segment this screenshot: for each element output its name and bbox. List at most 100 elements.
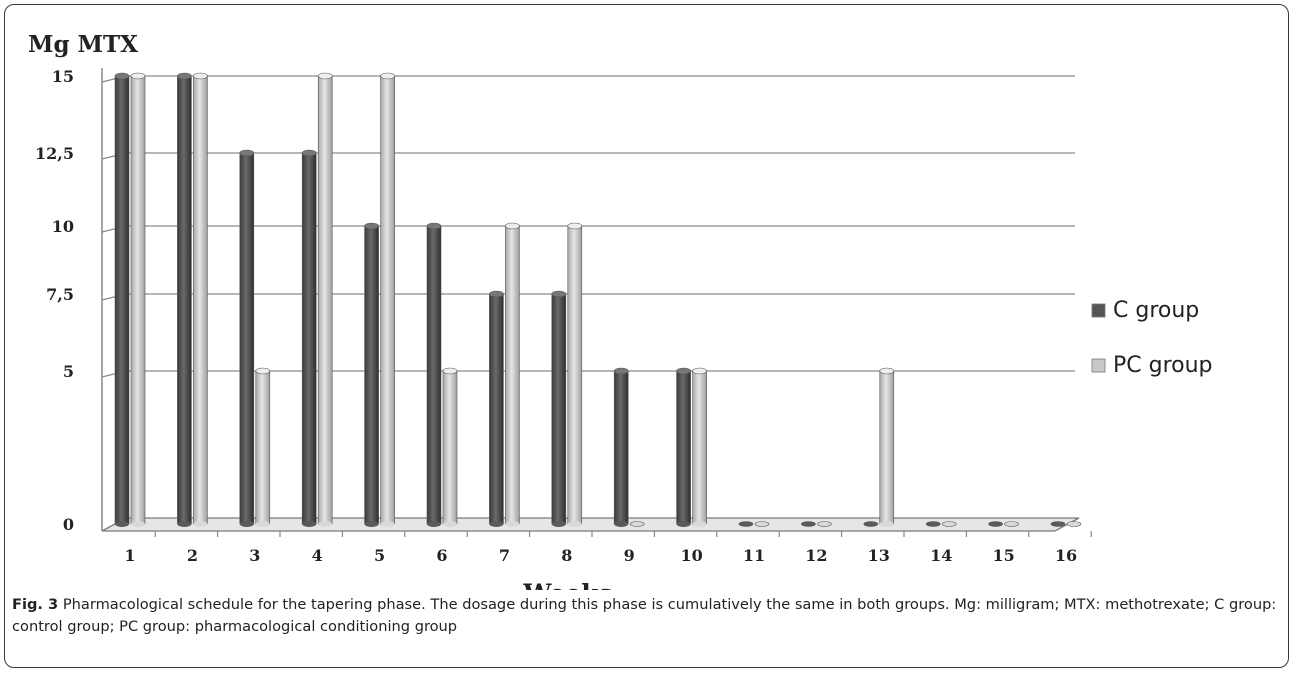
bar-pc-group bbox=[193, 75, 208, 525]
figure-frame bbox=[4, 4, 1289, 668]
x-tick-label: 9 bbox=[624, 546, 635, 565]
x-tick-label: 4 bbox=[312, 546, 323, 565]
bar-cap bbox=[301, 149, 317, 157]
bar-base bbox=[302, 521, 317, 527]
bar-c-group bbox=[239, 152, 255, 525]
x-tick-label: 15 bbox=[992, 546, 1014, 565]
bar-c-group bbox=[301, 152, 317, 525]
x-tick bbox=[442, 531, 473, 538]
bar-cap bbox=[567, 222, 583, 230]
bar-base bbox=[505, 521, 520, 527]
bar-cap bbox=[239, 149, 255, 157]
x-tick-label: 5 bbox=[374, 546, 385, 565]
y-tick-label: 12,5 bbox=[35, 144, 74, 163]
bar-pc-group bbox=[879, 370, 895, 525]
bar-zero-pc-group bbox=[629, 521, 645, 527]
bar-c-group bbox=[551, 293, 567, 525]
bar-cap bbox=[692, 367, 707, 375]
x-tick bbox=[255, 531, 286, 538]
bar-pc-group bbox=[567, 225, 583, 525]
bar-cap bbox=[613, 367, 629, 375]
y-tick-label: 7,5 bbox=[46, 285, 74, 304]
x-tick bbox=[380, 531, 411, 538]
bar-zero-c-group bbox=[801, 521, 816, 527]
bar-cap bbox=[879, 367, 895, 375]
x-tick-label: 14 bbox=[930, 546, 952, 565]
legend-label: C group bbox=[1113, 298, 1199, 323]
x-tick bbox=[1004, 531, 1035, 538]
x-tick-label: 1 bbox=[124, 546, 135, 565]
x-tick-label: 13 bbox=[868, 546, 890, 565]
bar-c-group bbox=[364, 225, 379, 525]
bar-c-group bbox=[426, 225, 442, 525]
bar-base bbox=[364, 521, 379, 527]
bar-zero-c-group bbox=[988, 521, 1003, 527]
bar-cap bbox=[551, 290, 567, 298]
x-tick-label: 7 bbox=[499, 546, 510, 565]
x-tick-label: 3 bbox=[249, 546, 260, 565]
bar-pc-group bbox=[130, 75, 146, 525]
bar-pc-group bbox=[442, 370, 458, 525]
bar-base bbox=[193, 521, 208, 527]
x-tick-label: 11 bbox=[743, 546, 765, 565]
bar-base bbox=[879, 521, 894, 527]
caption-text: Pharmacological schedule for the taperin… bbox=[12, 596, 1277, 635]
bar-base bbox=[443, 521, 457, 527]
x-tick bbox=[317, 531, 348, 538]
bar-cap bbox=[317, 72, 333, 80]
x-tick bbox=[130, 531, 161, 538]
bar-base bbox=[427, 521, 441, 527]
bar-base bbox=[567, 521, 582, 527]
bar-base bbox=[676, 521, 691, 527]
bar-base bbox=[614, 521, 629, 527]
x-tick bbox=[879, 531, 910, 538]
bar-c-group bbox=[177, 75, 192, 525]
bar-cap bbox=[505, 222, 520, 230]
bar-zero-c-group bbox=[738, 521, 754, 527]
bar-zero-c-group bbox=[863, 521, 879, 527]
legend-label: PC group bbox=[1113, 353, 1213, 378]
y-tick-label: 15 bbox=[52, 67, 74, 86]
bar-pc-group bbox=[505, 225, 520, 525]
legend: C group PC group bbox=[1091, 298, 1213, 378]
bar-cap bbox=[364, 222, 379, 230]
bar-pc-group bbox=[317, 75, 333, 525]
x-tick bbox=[1066, 531, 1097, 538]
y-axis-label: Mg MTX bbox=[28, 31, 138, 58]
bar-zero-pc-group bbox=[1004, 521, 1019, 527]
bar-zero-c-group bbox=[925, 521, 941, 527]
bar-cap bbox=[255, 367, 271, 375]
bar-cap bbox=[380, 72, 395, 80]
x-tick-label: 10 bbox=[680, 546, 702, 565]
bar-base bbox=[380, 521, 395, 527]
bar-base bbox=[239, 521, 254, 527]
bar-pc-group bbox=[380, 75, 395, 525]
caption-label: Fig. 3 bbox=[12, 596, 59, 613]
bar-c-group bbox=[114, 75, 130, 525]
bar-cap bbox=[426, 222, 442, 230]
x-tick-label: 6 bbox=[436, 546, 447, 565]
x-tick-label: 8 bbox=[561, 546, 572, 565]
x-tick bbox=[816, 531, 847, 538]
bar-base bbox=[551, 521, 566, 527]
x-tick bbox=[941, 531, 972, 538]
bar-cap bbox=[489, 290, 504, 298]
bar-c-group bbox=[489, 293, 504, 525]
bar-c-group bbox=[676, 370, 691, 525]
bar-cap bbox=[114, 72, 130, 80]
bar-chart: Mg MTX Weeks 057,51012,51512345678910111… bbox=[28, 31, 1213, 590]
bar-zero-c-group bbox=[1050, 521, 1066, 527]
bar-zero-pc-group bbox=[1066, 521, 1082, 527]
bar-base bbox=[255, 521, 270, 527]
bar-zero-pc-group bbox=[754, 521, 770, 527]
x-tick-label: 16 bbox=[1055, 546, 1077, 565]
y-tick-label: 0 bbox=[63, 515, 74, 534]
y-tick-label: 10 bbox=[52, 217, 74, 236]
legend-swatch bbox=[1091, 358, 1106, 373]
y-tick-label: 5 bbox=[63, 362, 74, 381]
x-tick bbox=[754, 531, 785, 538]
x-axis-label: Weeks bbox=[522, 579, 612, 590]
bar-pc-group bbox=[255, 370, 271, 525]
x-tick bbox=[629, 531, 660, 538]
bar-cap bbox=[442, 367, 458, 375]
